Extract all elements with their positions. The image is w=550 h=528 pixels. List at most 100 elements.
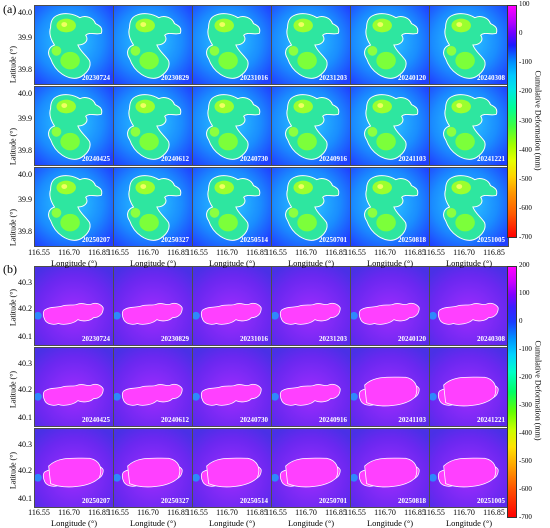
x-tick-label: 116.55: [107, 508, 129, 517]
panel-a-colorbar: [507, 5, 517, 238]
x-axis-label: Longitude (°): [129, 258, 177, 268]
x-tick-label: 116.55: [344, 508, 366, 517]
tile-date-label: 20250514: [240, 236, 268, 244]
colorbar-tick-label: -400: [519, 429, 532, 437]
x-axis-label: Longitude (°): [50, 518, 98, 528]
tile-date-label: 20250327: [161, 236, 189, 244]
map-tile: 20240730: [192, 347, 272, 427]
x-axis-label: Longitude (°): [287, 518, 335, 528]
colorbar-tick-label: 100: [519, 289, 530, 297]
map-tile: 20250818: [350, 428, 430, 508]
tile-date-label: 20240308: [477, 335, 505, 343]
x-axis-label: Longitude (°): [366, 258, 414, 268]
tile-date-label: 20250701: [319, 497, 347, 505]
colorbar-tick-label: 100: [519, 0, 530, 8]
map-tile: 20250327: [113, 428, 193, 508]
x-tick-label: 116.85: [88, 508, 110, 517]
map-tile: 20250327: [113, 167, 193, 247]
map-tile: 20250701: [271, 167, 351, 247]
x-tick-label: 116.55: [423, 248, 445, 257]
x-tick-label: 116.70: [216, 248, 238, 257]
map-tile: 20230724: [34, 5, 114, 85]
x-axis-label: Longitude (°): [445, 258, 493, 268]
tile-date-label: 20240916: [319, 416, 347, 424]
map-tile: 20251005: [429, 167, 509, 247]
x-tick-label: 116.85: [167, 248, 189, 257]
map-tile: 20250514: [192, 428, 272, 508]
tile-date-label: 20240425: [82, 416, 110, 424]
colorbar-tick-label: 0: [519, 29, 523, 38]
map-tile: 20240308: [429, 266, 509, 346]
y-tick-label: 40.2: [18, 304, 32, 313]
y-tick-label: 40.3: [18, 278, 32, 287]
y-tick-label: 39.8: [18, 227, 32, 236]
y-tick-label: 39.9: [18, 195, 32, 204]
tile-date-label: 20240612: [161, 416, 189, 424]
y-tick-label: 40.0: [18, 170, 32, 179]
map-tile: 20251005: [429, 428, 509, 508]
colorbar-tick-label: -100: [519, 345, 532, 353]
tile-date-label: 20240308: [477, 74, 505, 82]
colorbar-tick-label: 0: [519, 317, 523, 325]
tile-date-label: 20230829: [161, 335, 189, 343]
tile-date-label: 20241103: [398, 155, 426, 163]
x-tick-label: 116.70: [374, 248, 396, 257]
x-tick-label: 116.55: [265, 508, 287, 517]
tile-date-label: 20231016: [240, 335, 268, 343]
map-tile: 20231016: [192, 5, 272, 85]
tile-date-label: 20250207: [82, 236, 110, 244]
map-tile: 20250818: [350, 167, 430, 247]
panel-b-colorbar: [507, 266, 517, 518]
x-tick-label: 116.55: [107, 248, 129, 257]
map-tile: 20230724: [34, 266, 114, 346]
colorbar-tick-label: -500: [519, 174, 532, 183]
tile-date-label: 20240425: [82, 155, 110, 163]
tile-date-label: 20231203: [319, 335, 347, 343]
y-tick-label: 40.0: [18, 89, 32, 98]
colorbar-tick-label: -700: [519, 513, 532, 521]
x-tick-label: 116.70: [374, 508, 396, 517]
x-tick-label: 116.70: [216, 508, 238, 517]
map-tile: 20240425: [34, 347, 114, 427]
colorbar-tick-label: -500: [519, 457, 532, 465]
tile-date-label: 20230724: [82, 74, 110, 82]
colorbar-tick-label: -600: [519, 203, 532, 212]
x-tick-label: 116.55: [186, 508, 208, 517]
panel-a-label: (a): [3, 2, 17, 16]
map-tile: 20241221: [429, 347, 509, 427]
x-axis-label: Longitude (°): [445, 518, 493, 528]
x-tick-label: 116.85: [483, 248, 505, 257]
colorbar-tick-label: -400: [519, 145, 532, 154]
y-tick-label: 39.9: [18, 114, 32, 123]
x-tick-label: 116.85: [88, 248, 110, 257]
tile-date-label: 20240916: [319, 155, 347, 163]
y-tick-label: 40.2: [18, 466, 32, 475]
x-tick-label: 116.85: [483, 508, 505, 517]
map-tile: 20250207: [34, 428, 114, 508]
x-tick-label: 116.55: [344, 248, 366, 257]
x-tick-label: 116.85: [404, 508, 426, 517]
tile-date-label: 20250207: [82, 497, 110, 505]
tile-date-label: 20250514: [240, 497, 268, 505]
colorbar-tick-label: -300: [519, 401, 532, 409]
x-axis-label: Longitude (°): [208, 518, 256, 528]
x-tick-label: 116.55: [186, 248, 208, 257]
x-tick-label: 116.70: [453, 248, 475, 257]
x-tick-label: 116.70: [58, 248, 80, 257]
x-tick-label: 116.55: [28, 508, 50, 517]
map-tile: 20230829: [113, 5, 193, 85]
map-tile: 20240612: [113, 86, 193, 166]
tile-date-label: 20240730: [240, 416, 268, 424]
x-tick-label: 116.85: [167, 508, 189, 517]
tile-date-label: 20251005: [477, 497, 505, 505]
x-tick-label: 116.70: [295, 248, 317, 257]
y-tick-label: 39.8: [18, 146, 32, 155]
tile-date-label: 20250327: [161, 497, 189, 505]
tile-date-label: 20251005: [477, 236, 505, 244]
x-tick-label: 116.70: [137, 508, 159, 517]
x-tick-label: 116.85: [325, 508, 347, 517]
colorbar-tick-label: -200: [519, 87, 532, 96]
y-tick-label: 39.9: [18, 33, 32, 42]
map-tile: 20230829: [113, 266, 193, 346]
map-tile: 20240120: [350, 5, 430, 85]
